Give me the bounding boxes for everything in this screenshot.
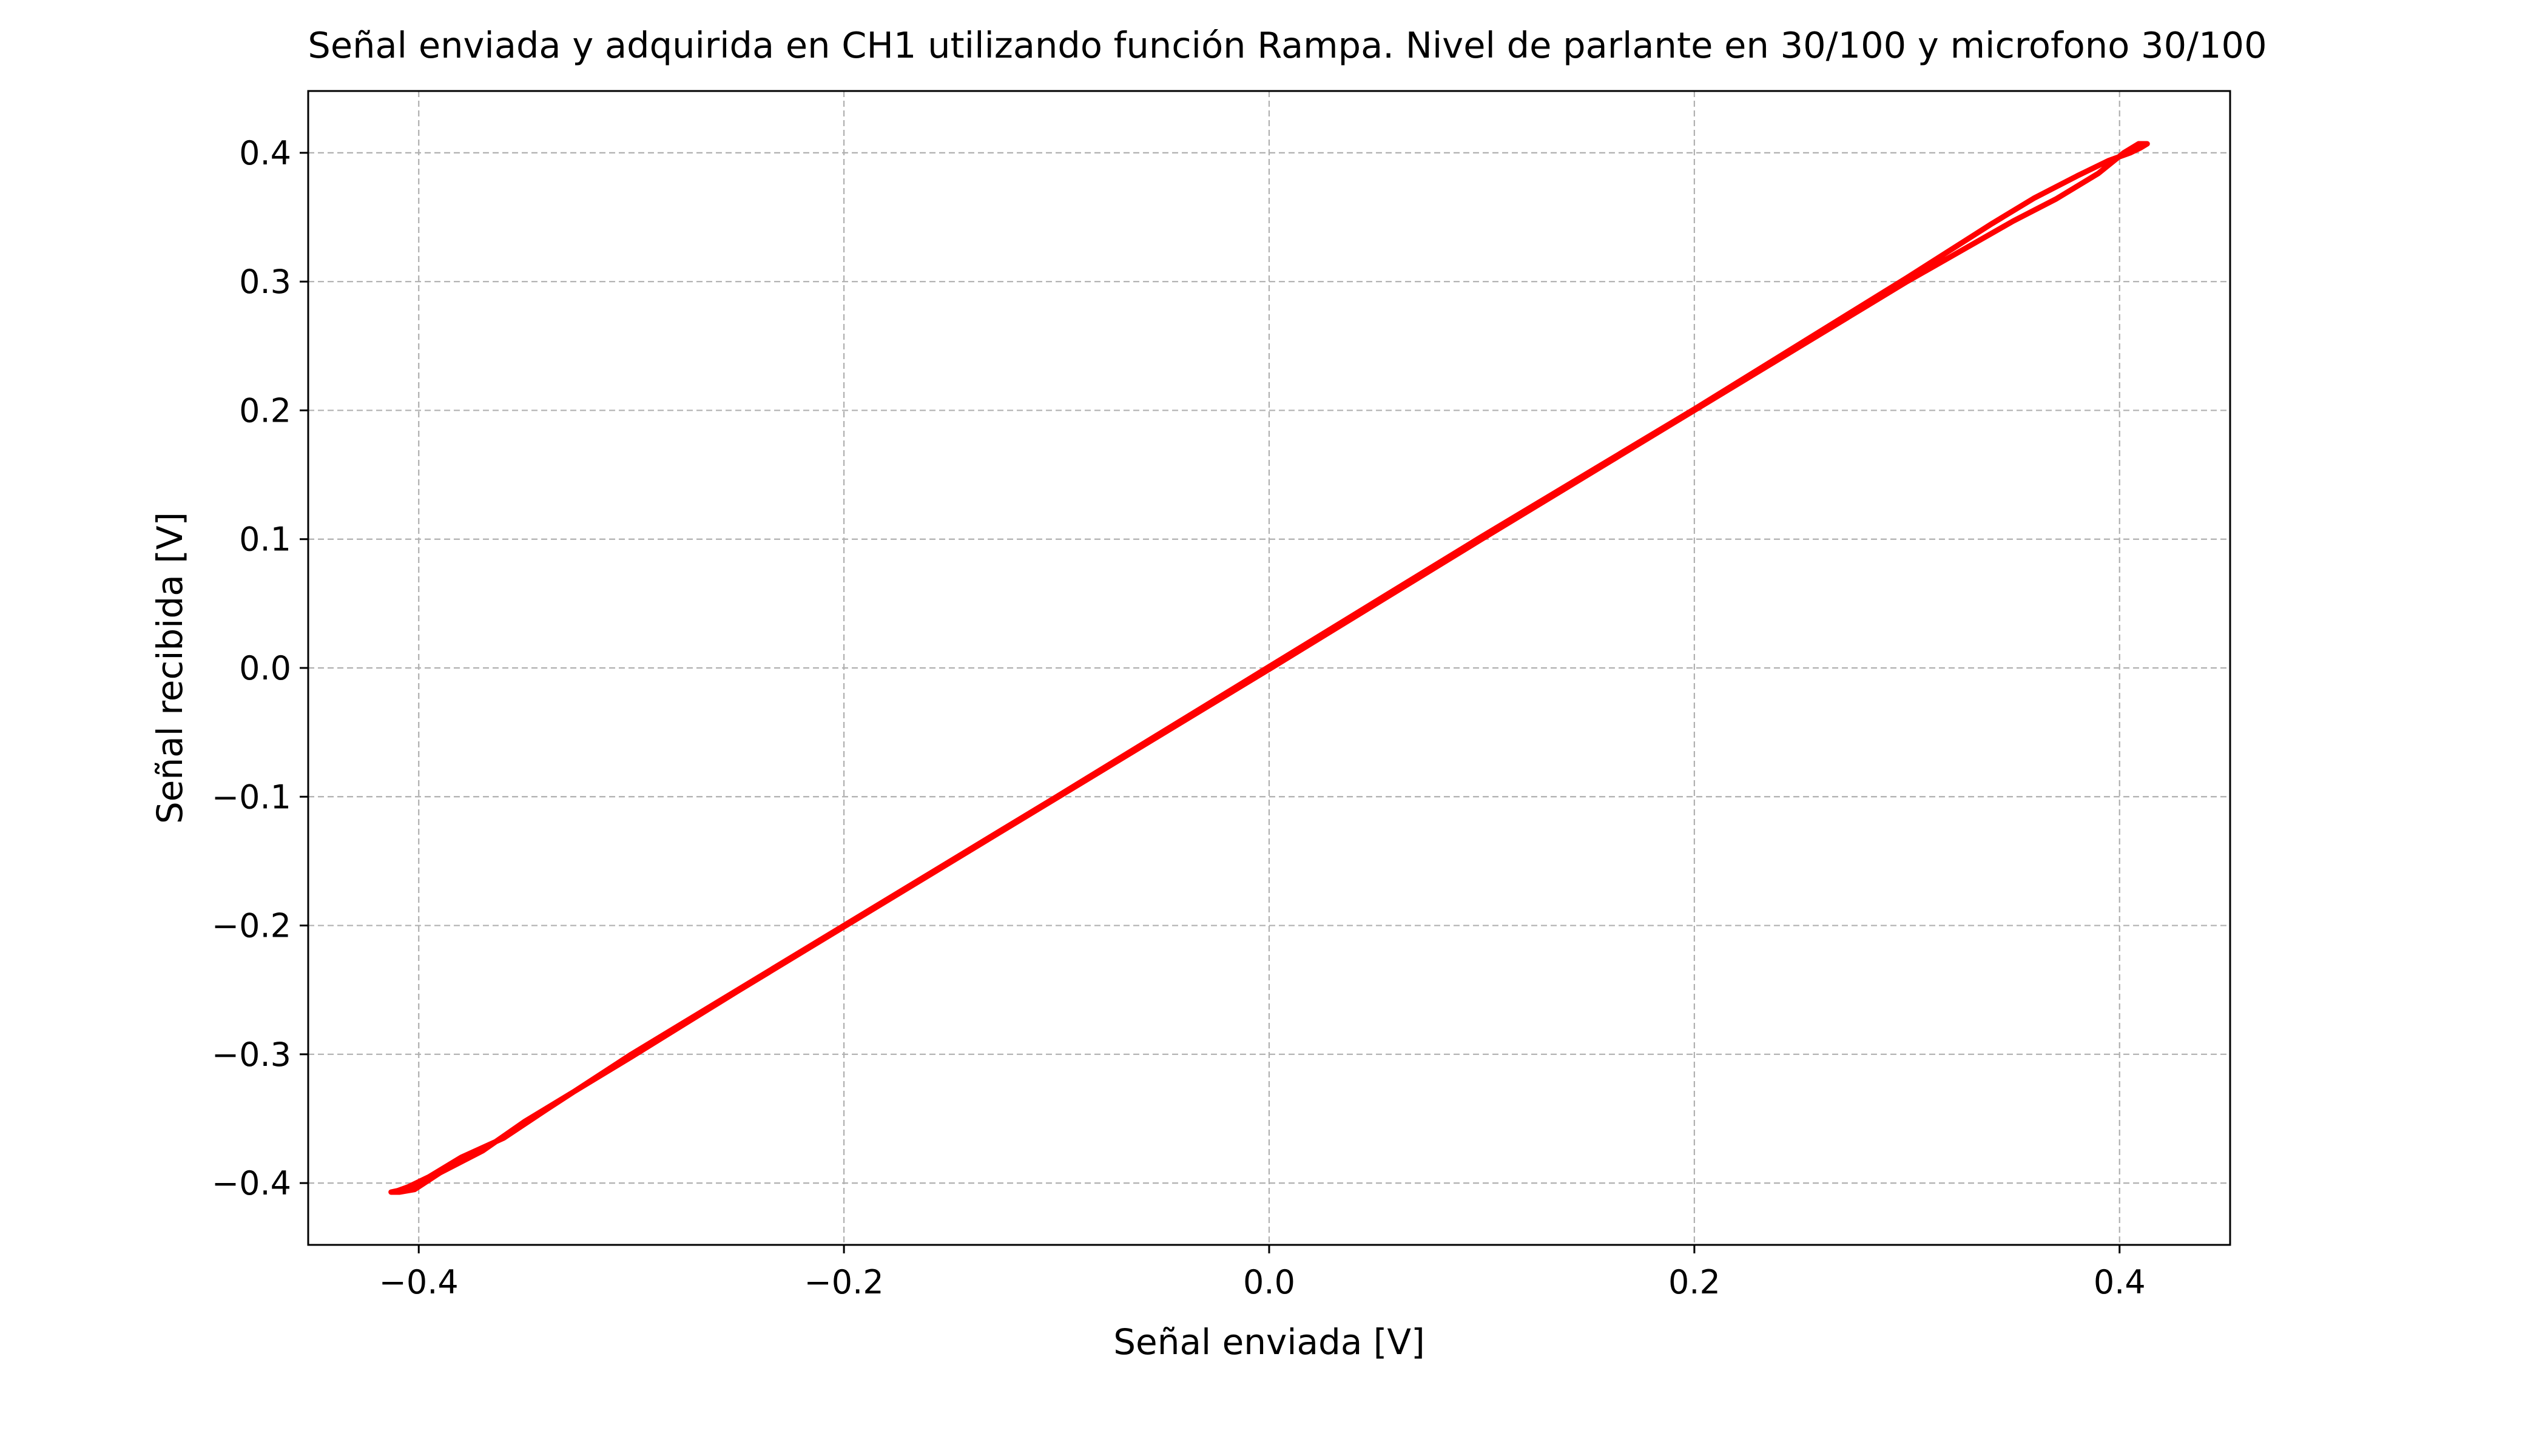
- y-tick-label: −0.1: [212, 778, 291, 816]
- axis-ticks: −0.4 −0.2 0.0 0.2 0.4 −0.4 −0.3 −0.2 −0.1 0.0 0.1 0…: [212, 134, 2146, 1301]
- y-tick-label: 0.0: [239, 649, 291, 687]
- x-tick-label: 0.2: [1668, 1263, 1721, 1301]
- x-tick-label: −0.4: [379, 1263, 459, 1301]
- y-tick-label: −0.2: [212, 907, 291, 945]
- x-tick-label: 0.4: [2094, 1263, 2146, 1301]
- series-line: [388, 141, 2150, 1195]
- x-tick-label: −0.2: [804, 1263, 884, 1301]
- y-tick-label: 0.2: [239, 391, 291, 430]
- y-tick-label: 0.4: [239, 134, 291, 172]
- y-tick-label: −0.4: [212, 1164, 291, 1202]
- chart-title: Señal enviada y adquirida en CH1 utiliza…: [308, 24, 2267, 66]
- plot-area: [388, 141, 2150, 1195]
- x-axis-title: Señal enviada [V]: [1113, 1321, 1425, 1363]
- y-tick-label: 0.3: [239, 263, 291, 301]
- y-tick-label: −0.3: [212, 1036, 291, 1074]
- x-tick-label: 0.0: [1243, 1263, 1295, 1301]
- y-tick-label: 0.1: [239, 521, 291, 559]
- y-axis-title: Señal recibida [V]: [149, 512, 190, 824]
